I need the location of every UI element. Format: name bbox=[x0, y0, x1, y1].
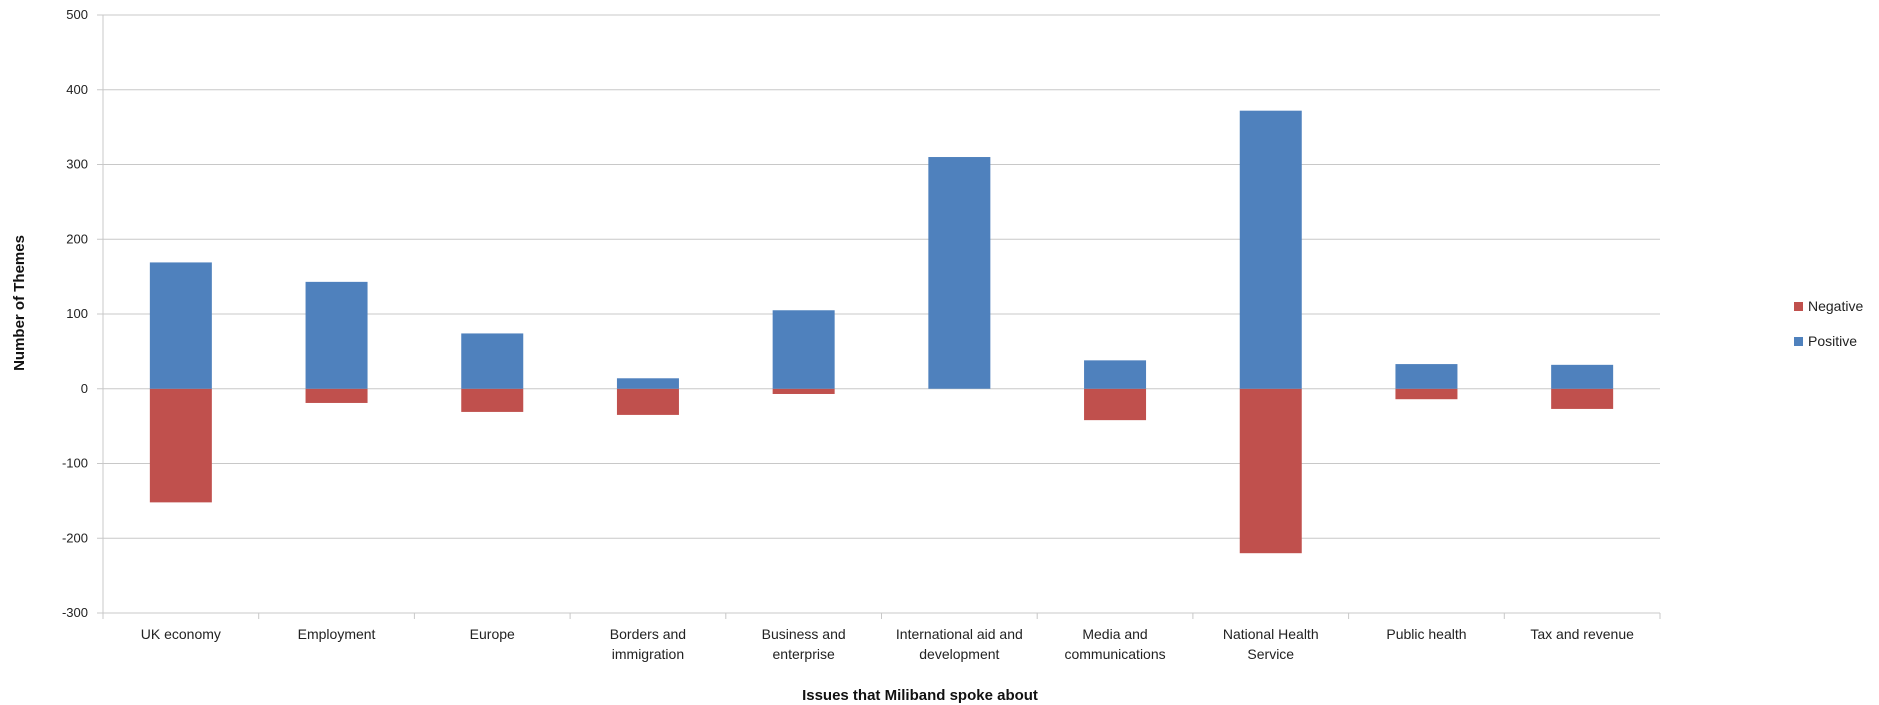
bar-positive bbox=[1239, 110, 1302, 389]
bar-positive bbox=[305, 281, 368, 389]
bar-positive bbox=[149, 262, 212, 389]
legend: Negative Positive bbox=[1794, 298, 1863, 349]
x-category-label: International aid and development bbox=[896, 626, 1023, 662]
x-category-label: National Health Service bbox=[1223, 626, 1319, 662]
bar-negative bbox=[149, 388, 212, 503]
x-category-label: Borders and immigration bbox=[610, 626, 686, 662]
x-axis-title: Issues that Miliband spoke about bbox=[802, 687, 1038, 704]
bar-positive bbox=[1551, 364, 1614, 389]
y-tick-label: 400 bbox=[66, 82, 88, 97]
bar-negative bbox=[461, 388, 524, 412]
bar-positive bbox=[928, 157, 991, 389]
bar-positive bbox=[616, 378, 679, 389]
bar-negative bbox=[1395, 388, 1458, 400]
y-tick-label: -100 bbox=[62, 456, 88, 471]
y-axis-ticks: 500 400 300 200 100 0 -100 -200 -300 bbox=[62, 7, 88, 620]
x-category-label: UK economy bbox=[141, 626, 221, 642]
x-axis-categories: UK economy Employment Europe Borders and imm… bbox=[141, 626, 1634, 662]
y-tick-label: -200 bbox=[62, 530, 88, 545]
x-category-label: Employment bbox=[298, 626, 376, 642]
x-category-label: Media and communications bbox=[1064, 626, 1165, 662]
bar-positive bbox=[772, 310, 835, 389]
x-category-label: Public health bbox=[1386, 626, 1466, 642]
legend-label-negative: Negative bbox=[1808, 298, 1863, 314]
legend-swatch-negative bbox=[1794, 302, 1803, 311]
y-tick-label: 500 bbox=[66, 7, 88, 22]
x-category-label: Tax and revenue bbox=[1530, 626, 1634, 642]
bar-negative bbox=[305, 388, 368, 403]
bars bbox=[149, 110, 1614, 554]
bar-negative bbox=[616, 388, 679, 415]
legend-swatch-positive bbox=[1794, 337, 1803, 346]
bar-positive bbox=[1395, 364, 1458, 389]
y-tick-label: 200 bbox=[66, 231, 88, 246]
y-tick-label: 0 bbox=[81, 381, 88, 396]
x-category-label: Business and enterprise bbox=[762, 626, 846, 662]
bar-negative bbox=[1551, 388, 1614, 409]
bar-positive bbox=[1084, 360, 1147, 389]
bar-negative bbox=[1239, 388, 1302, 554]
x-category-label: Europe bbox=[470, 626, 515, 642]
y-tick-label: 100 bbox=[66, 306, 88, 321]
y-tick-label: -300 bbox=[62, 605, 88, 620]
y-tick-label: 300 bbox=[66, 157, 88, 172]
bar-negative bbox=[772, 388, 835, 394]
bar-positive bbox=[461, 333, 524, 389]
legend-label-positive: Positive bbox=[1808, 333, 1857, 349]
bar-negative bbox=[1084, 388, 1147, 421]
y-axis-title: Number of Themes bbox=[11, 235, 28, 371]
